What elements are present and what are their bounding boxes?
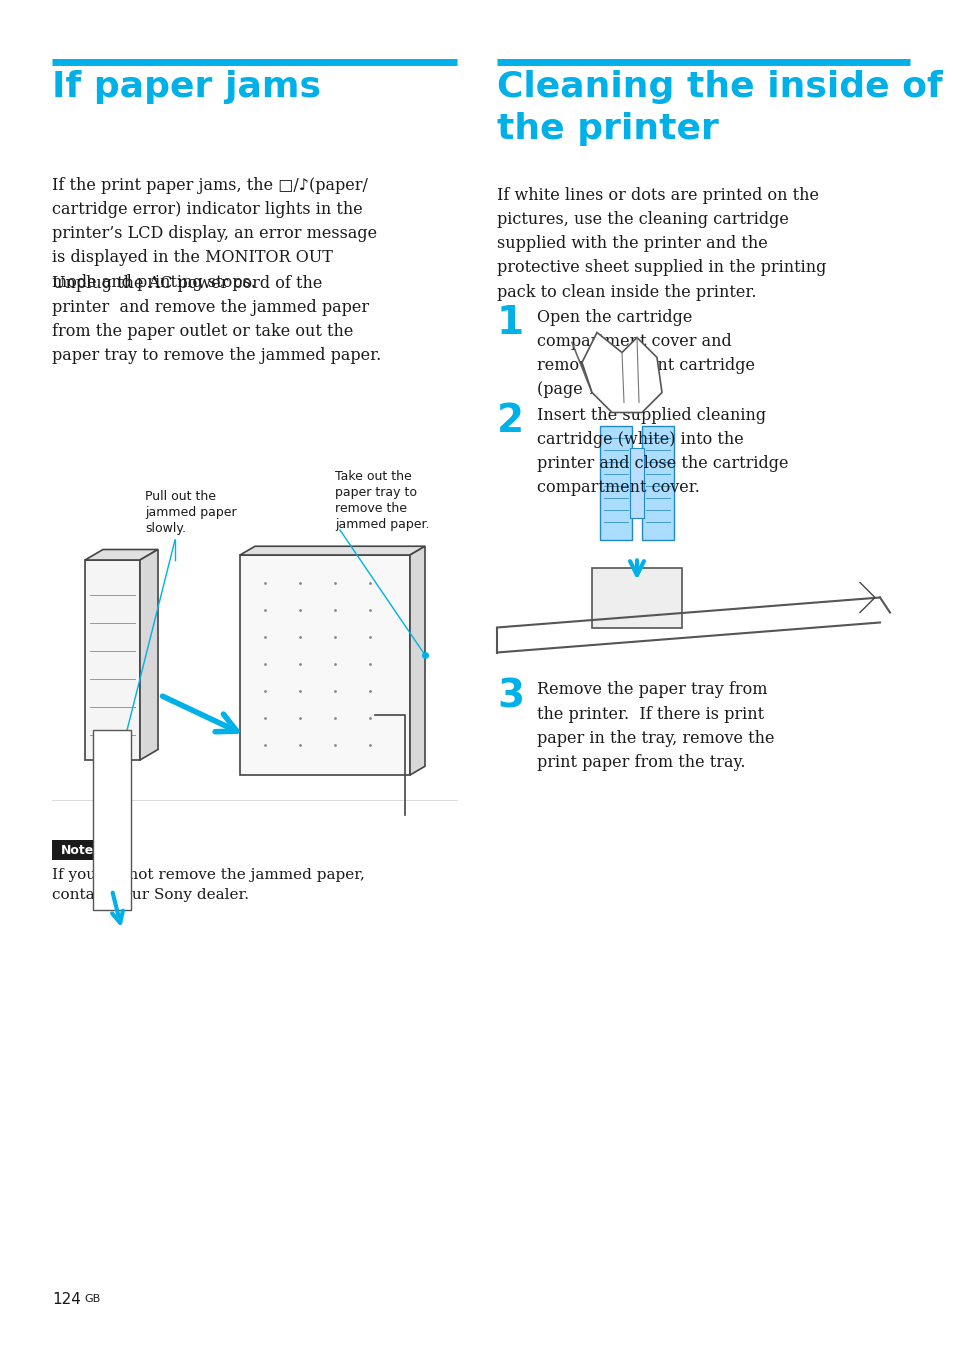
- Polygon shape: [140, 549, 158, 760]
- Text: If you cannot remove the jammed paper,
contact your Sony dealer.: If you cannot remove the jammed paper, c…: [52, 868, 364, 902]
- FancyBboxPatch shape: [52, 840, 104, 860]
- Text: If paper jams: If paper jams: [52, 70, 320, 104]
- Polygon shape: [240, 556, 410, 775]
- Text: GB: GB: [84, 1294, 100, 1303]
- Polygon shape: [581, 333, 661, 412]
- Text: Unplug the AC power cord of the
printer  and remove the jammed paper
from the pa: Unplug the AC power cord of the printer …: [52, 274, 381, 364]
- Polygon shape: [85, 560, 140, 760]
- Polygon shape: [92, 730, 131, 910]
- Polygon shape: [240, 546, 424, 556]
- Text: Insert the supplied cleaning
cartridge (white) into the
printer and close the ca: Insert the supplied cleaning cartridge (…: [537, 407, 788, 496]
- Text: Open the cartridge
compartment cover and
remove the print cartridge
(page 13).: Open the cartridge compartment cover and…: [537, 308, 754, 397]
- Text: 1: 1: [497, 304, 523, 342]
- Polygon shape: [85, 549, 158, 560]
- Text: 124: 124: [52, 1293, 81, 1307]
- FancyBboxPatch shape: [629, 448, 643, 518]
- Text: Cleaning the inside of: Cleaning the inside of: [497, 70, 942, 104]
- Text: Take out the
paper tray to
remove the
jammed paper.: Take out the paper tray to remove the ja…: [335, 470, 429, 531]
- Text: Note: Note: [61, 844, 94, 857]
- FancyBboxPatch shape: [641, 426, 673, 539]
- Text: 3: 3: [497, 677, 523, 715]
- Text: If the print paper jams, the □/♪(paper/
cartridge error) indicator lights in the: If the print paper jams, the □/♪(paper/ …: [52, 177, 376, 291]
- FancyBboxPatch shape: [599, 426, 631, 539]
- Text: Remove the paper tray from
the printer.  If there is print
paper in the tray, re: Remove the paper tray from the printer. …: [537, 681, 774, 771]
- Text: If white lines or dots are printed on the
pictures, use the cleaning cartridge
s: If white lines or dots are printed on th…: [497, 187, 825, 300]
- Polygon shape: [410, 546, 424, 775]
- FancyBboxPatch shape: [592, 568, 681, 627]
- Text: 2: 2: [497, 403, 523, 441]
- Text: Pull out the
jammed paper
slowly.: Pull out the jammed paper slowly.: [145, 489, 236, 535]
- Text: the printer: the printer: [497, 112, 719, 146]
